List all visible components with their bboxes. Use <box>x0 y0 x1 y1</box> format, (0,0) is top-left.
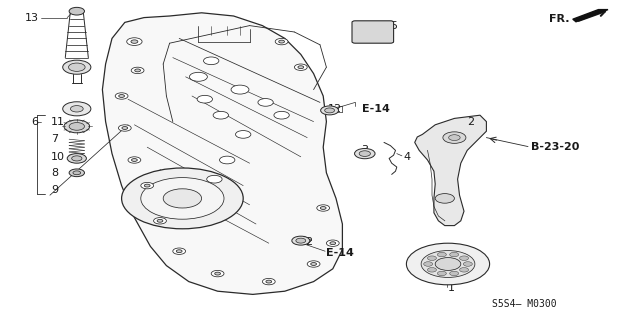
Circle shape <box>443 132 466 143</box>
Circle shape <box>141 178 224 219</box>
Circle shape <box>460 256 468 260</box>
Circle shape <box>64 120 90 133</box>
Circle shape <box>450 252 459 257</box>
Circle shape <box>157 220 163 222</box>
Circle shape <box>236 131 251 138</box>
Circle shape <box>122 168 243 229</box>
Circle shape <box>449 135 460 140</box>
Circle shape <box>231 85 249 94</box>
Circle shape <box>204 57 219 65</box>
Text: 12: 12 <box>300 236 314 247</box>
Circle shape <box>70 106 83 112</box>
Circle shape <box>437 252 446 257</box>
Circle shape <box>154 218 166 224</box>
Circle shape <box>189 72 207 81</box>
Circle shape <box>68 63 85 71</box>
Circle shape <box>266 280 272 283</box>
Circle shape <box>127 38 142 45</box>
Text: 11: 11 <box>51 116 65 127</box>
Circle shape <box>131 40 138 43</box>
Circle shape <box>131 67 144 74</box>
Circle shape <box>428 256 436 260</box>
Circle shape <box>67 154 86 163</box>
Text: 3: 3 <box>362 145 369 156</box>
Text: S5S4– M0300: S5S4– M0300 <box>492 299 557 309</box>
Circle shape <box>294 64 307 70</box>
Text: 8: 8 <box>51 168 58 178</box>
Circle shape <box>69 169 84 177</box>
Text: 4: 4 <box>403 152 410 162</box>
Circle shape <box>317 205 330 211</box>
Circle shape <box>359 151 371 156</box>
Circle shape <box>275 38 288 45</box>
Circle shape <box>215 272 220 275</box>
Polygon shape <box>415 115 486 226</box>
Circle shape <box>128 157 141 163</box>
Circle shape <box>324 108 335 113</box>
Text: 5: 5 <box>390 20 397 31</box>
Text: 7: 7 <box>51 134 58 144</box>
Circle shape <box>463 262 472 266</box>
Circle shape <box>115 93 128 99</box>
Circle shape <box>69 123 84 130</box>
Circle shape <box>211 270 224 277</box>
Circle shape <box>262 278 275 285</box>
Circle shape <box>207 175 222 183</box>
Circle shape <box>406 243 490 285</box>
Text: FR.: FR. <box>549 14 570 24</box>
Circle shape <box>197 95 212 103</box>
Text: 13: 13 <box>24 12 38 23</box>
Circle shape <box>437 271 446 276</box>
Circle shape <box>141 182 154 189</box>
Text: 9: 9 <box>51 185 58 196</box>
Text: 2: 2 <box>467 116 474 127</box>
Text: E-14: E-14 <box>326 248 355 258</box>
Circle shape <box>122 126 128 129</box>
Circle shape <box>213 111 228 119</box>
Text: 10: 10 <box>51 152 65 162</box>
Circle shape <box>435 258 461 270</box>
Circle shape <box>220 156 235 164</box>
Circle shape <box>63 102 91 116</box>
Circle shape <box>63 60 91 74</box>
Circle shape <box>435 194 454 203</box>
Text: 6: 6 <box>31 116 38 127</box>
Text: 12: 12 <box>328 104 342 114</box>
Circle shape <box>73 171 81 175</box>
Circle shape <box>135 69 141 72</box>
Circle shape <box>321 106 339 115</box>
Circle shape <box>258 99 273 106</box>
Circle shape <box>274 111 289 119</box>
Circle shape <box>421 251 475 277</box>
Circle shape <box>428 268 436 272</box>
Circle shape <box>132 158 138 161</box>
Circle shape <box>355 148 375 159</box>
Circle shape <box>298 66 303 68</box>
Circle shape <box>163 189 202 208</box>
Circle shape <box>321 207 326 209</box>
Circle shape <box>450 271 459 276</box>
Circle shape <box>311 262 317 266</box>
Circle shape <box>460 268 468 272</box>
Text: B-23-20: B-23-20 <box>531 142 580 152</box>
Circle shape <box>424 262 433 266</box>
Circle shape <box>307 261 320 267</box>
Circle shape <box>69 7 84 15</box>
Circle shape <box>279 40 285 43</box>
Polygon shape <box>573 10 608 22</box>
Circle shape <box>145 184 150 187</box>
Circle shape <box>173 248 186 254</box>
Circle shape <box>72 156 82 161</box>
Circle shape <box>119 94 124 97</box>
Circle shape <box>296 238 306 243</box>
Text: 1: 1 <box>448 283 455 293</box>
Polygon shape <box>102 13 342 294</box>
Circle shape <box>118 125 131 131</box>
Circle shape <box>177 250 182 253</box>
Circle shape <box>326 240 339 246</box>
Circle shape <box>330 242 336 244</box>
Circle shape <box>292 236 310 245</box>
Text: E-14: E-14 <box>362 104 390 114</box>
FancyBboxPatch shape <box>352 21 394 43</box>
